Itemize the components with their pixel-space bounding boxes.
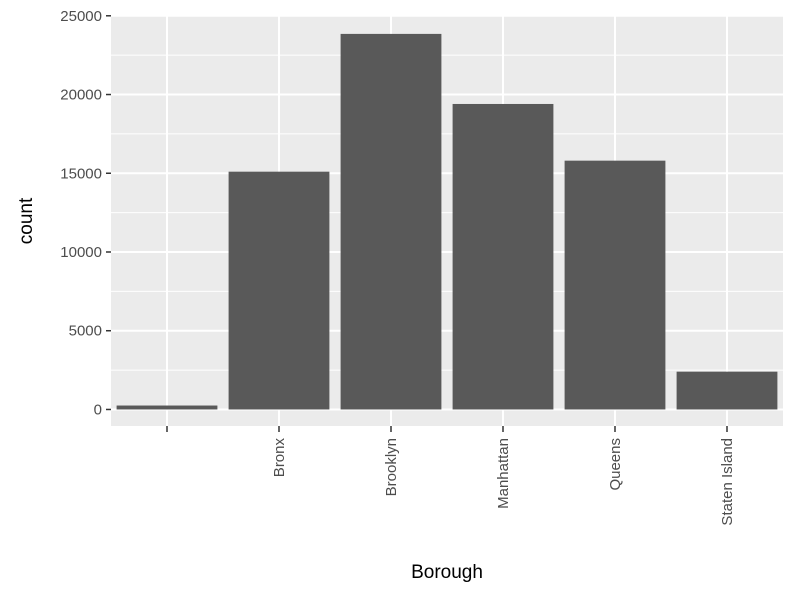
x-axis-title: Borough <box>411 562 483 583</box>
y-tick-label: 10000 <box>60 244 102 261</box>
bar <box>452 103 554 410</box>
y-axis: 0 5000 10000 15000 20000 25000 <box>60 8 111 418</box>
bar <box>676 371 778 410</box>
x-tick-label: Staten Island <box>719 438 736 526</box>
x-tick-label: Manhattan <box>495 438 512 509</box>
y-tick-label: 25000 <box>60 8 102 25</box>
x-tick-label: Brooklyn <box>383 438 400 496</box>
x-axis: Bronx Brooklyn Manhattan Queens Staten Islan… <box>166 426 736 526</box>
y-tick-label: 0 <box>94 401 102 418</box>
x-tick-label: Bronx <box>271 438 288 478</box>
bar <box>228 171 330 410</box>
y-tick-label: 5000 <box>69 323 102 340</box>
bar <box>340 33 442 410</box>
plot-panel <box>111 15 783 426</box>
bar <box>116 405 218 410</box>
bars <box>116 33 778 410</box>
y-axis-title: count <box>16 197 37 244</box>
bar <box>564 160 666 410</box>
y-tick-label: 15000 <box>60 165 102 182</box>
y-tick-label: 20000 <box>60 87 102 104</box>
x-tick-label: Queens <box>607 438 624 491</box>
